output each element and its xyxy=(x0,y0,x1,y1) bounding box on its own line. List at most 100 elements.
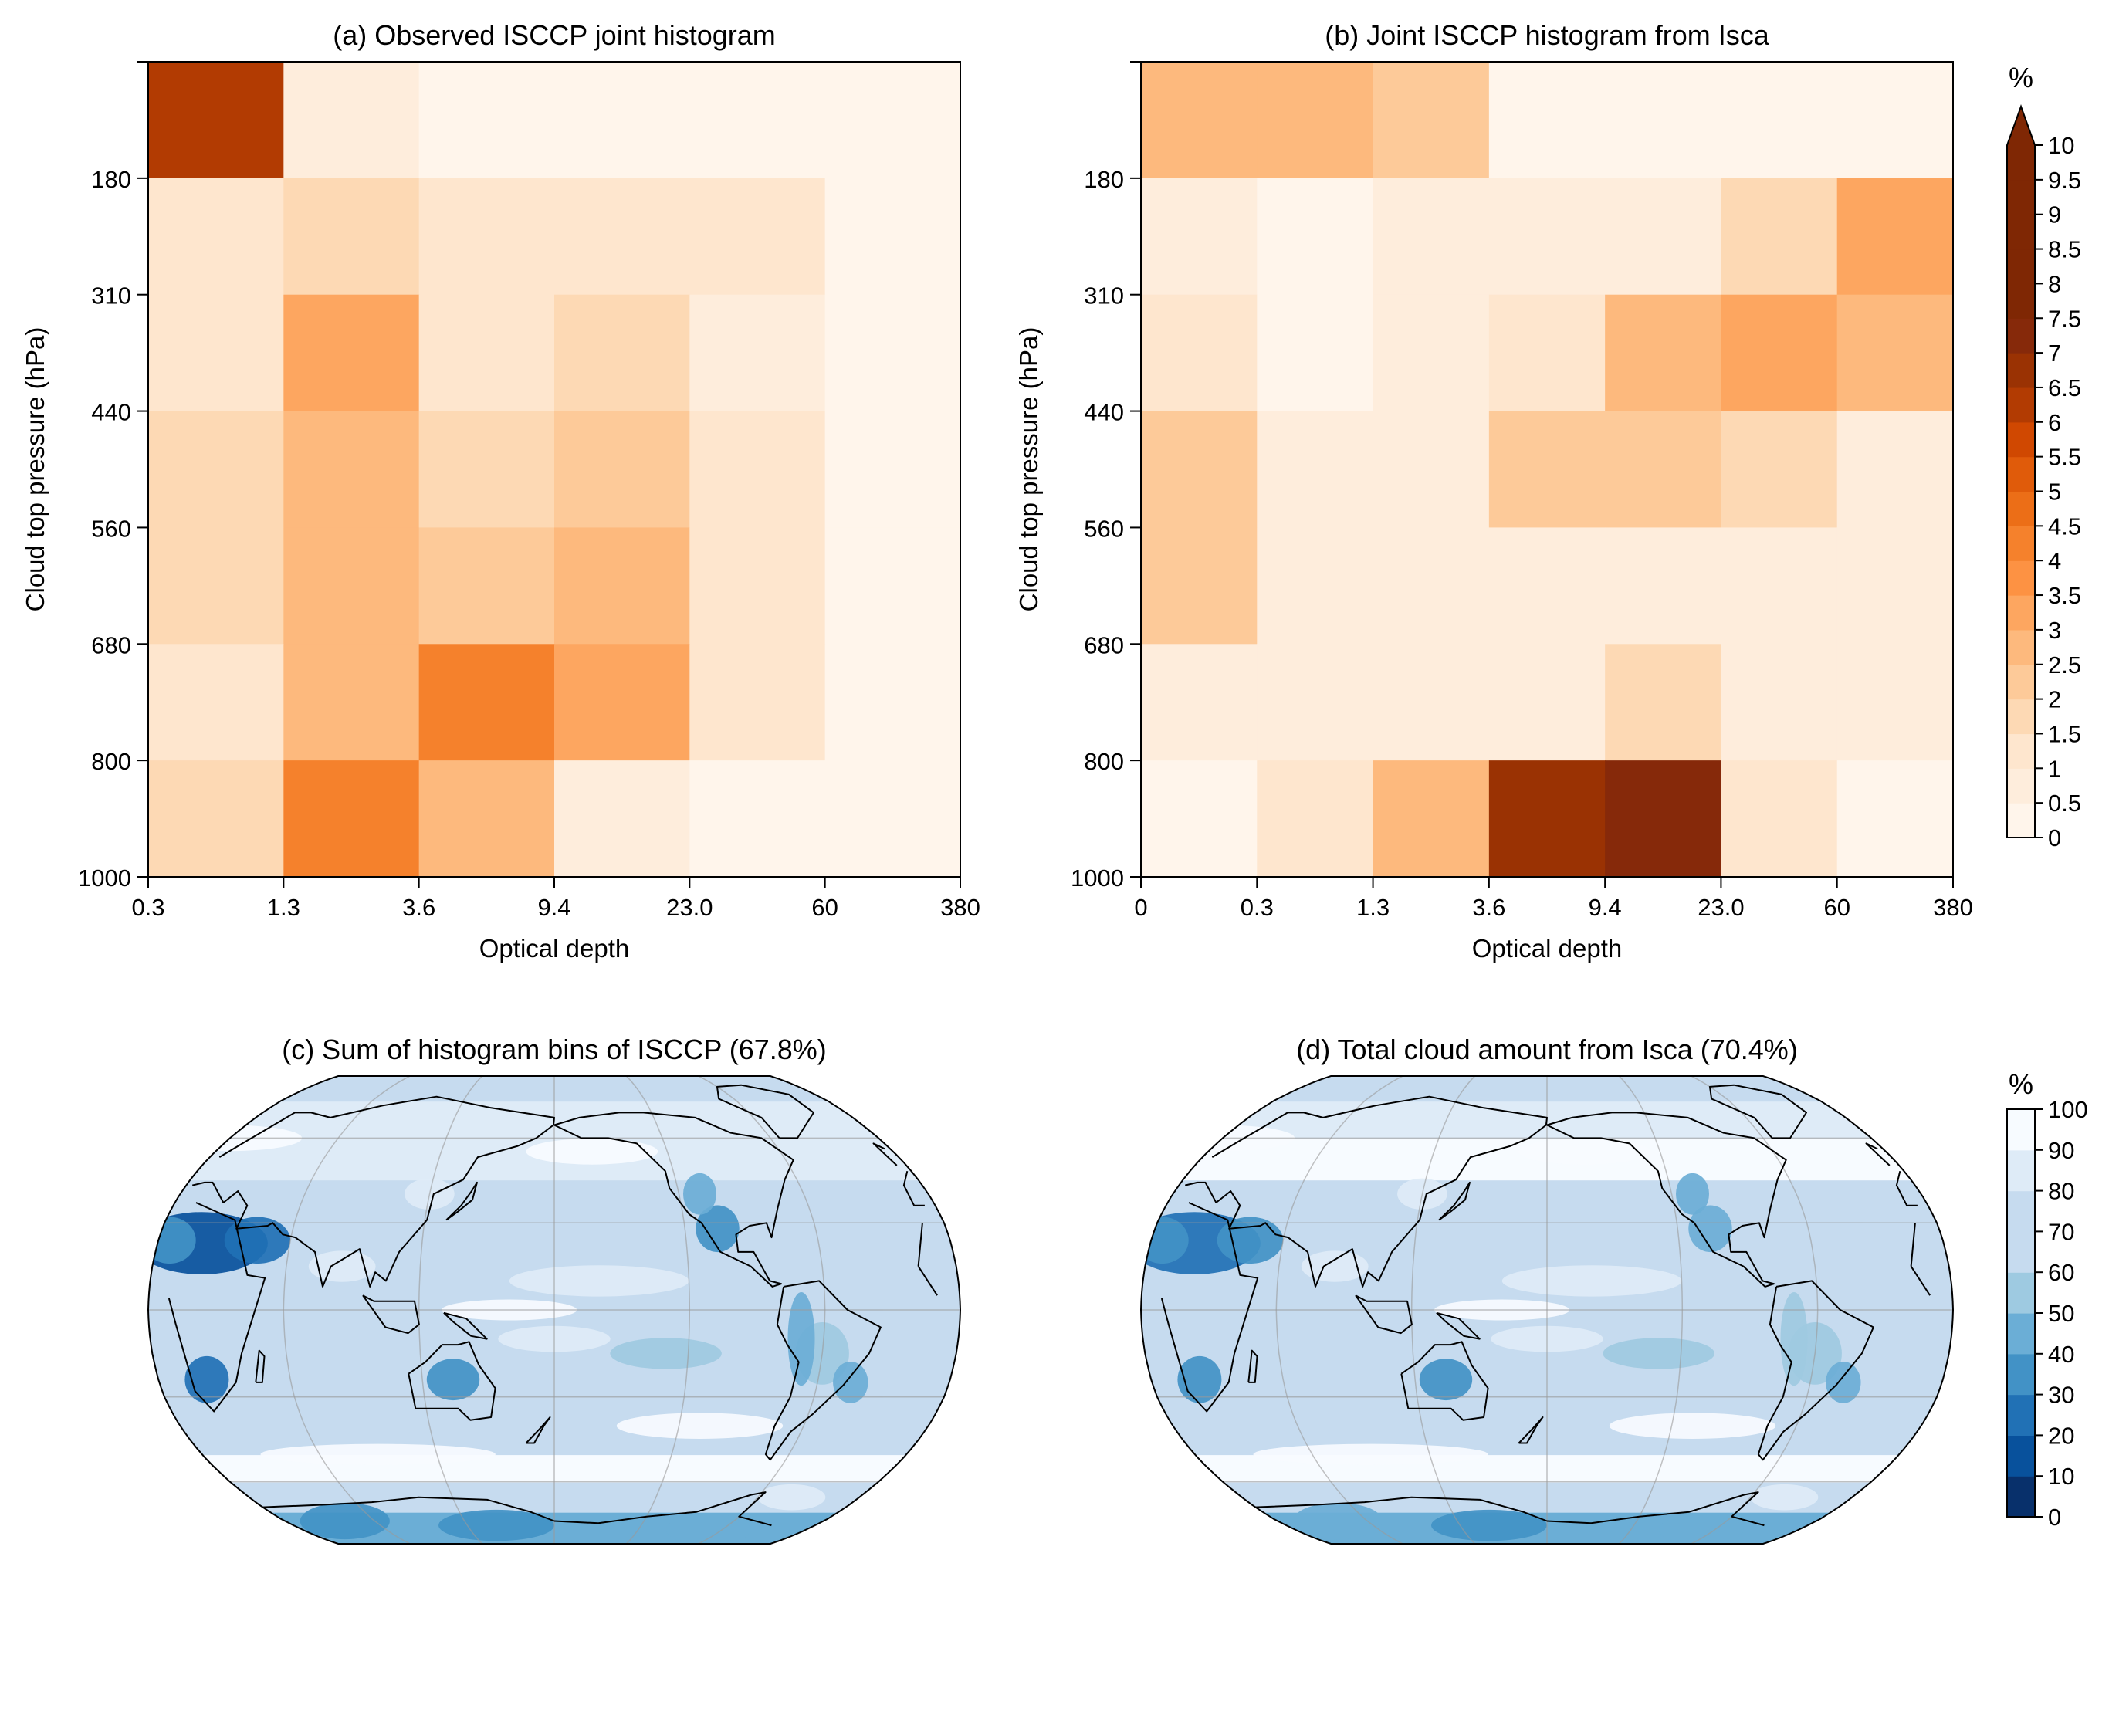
colorbar-tick-label: 6.5 xyxy=(2048,374,2081,401)
map-c-cloud-field xyxy=(148,1076,960,1544)
cloud-region xyxy=(666,1514,751,1544)
heatmap-cell xyxy=(1141,527,1258,645)
heatmap-cell xyxy=(418,760,555,878)
x-tick-label: 3.6 xyxy=(1472,894,1505,921)
cloud-region xyxy=(526,1139,658,1165)
heatmap-cell xyxy=(283,527,420,645)
colorbar-tick-label: 7.5 xyxy=(2048,305,2081,332)
map-d-cloud-field xyxy=(1141,1076,1953,1544)
cloud-region xyxy=(1659,1514,1744,1544)
colorbar-cell xyxy=(2007,421,2035,458)
heatmap-cell xyxy=(554,178,690,296)
heatmap-cell xyxy=(283,294,420,412)
map-c xyxy=(148,1076,960,1544)
heatmap-cell xyxy=(1257,411,1374,529)
colorbar-tick-label: 90 xyxy=(2048,1137,2074,1164)
heatmap-cell xyxy=(1141,294,1258,412)
heatmap-cell xyxy=(554,62,690,179)
cloud-region xyxy=(1750,1484,1819,1511)
heatmap-cell xyxy=(1488,644,1606,761)
heatmap-cell xyxy=(148,62,284,179)
heatmap-cell xyxy=(418,411,555,529)
coastline xyxy=(255,1349,266,1383)
panel-d-title: (d) Total cloud amount from Isca (70.4%) xyxy=(1296,1034,1798,1065)
cloud-region xyxy=(308,1250,376,1282)
heatmap-cell xyxy=(554,644,690,761)
graticule-meridian xyxy=(283,1076,411,1544)
graticule-meridian xyxy=(698,1076,826,1544)
cloud-region xyxy=(260,1443,496,1465)
panel-a-cells xyxy=(148,62,961,878)
colorbar-cell xyxy=(2007,353,2035,388)
colorbar-cell xyxy=(2007,560,2035,596)
coastline xyxy=(525,1416,551,1444)
cloud-region xyxy=(1431,1509,1547,1541)
heatmap-cell xyxy=(283,178,420,296)
heatmap-cell xyxy=(1605,411,1722,529)
coastline xyxy=(872,1142,898,1166)
colorbar-cell xyxy=(2007,733,2035,769)
heatmap-cell xyxy=(1721,178,1838,296)
colorbar-tick-label: 60 xyxy=(2048,1259,2074,1286)
cloud-colorbar-ticks: 0 10 20 30 40 50 60 70 80 90 100 xyxy=(2035,1096,2088,1531)
heatmap-cell xyxy=(1721,644,1838,761)
colorbar-cell xyxy=(2007,249,2035,284)
panel-b-y-ticks: 180 310 440 560 680 800 1000 xyxy=(1071,61,1141,892)
heatmap-cell xyxy=(1257,527,1374,645)
histogram-colorbar-outline xyxy=(2006,104,2036,838)
y-tick-label: 560 xyxy=(1084,515,1124,542)
heatmap-cell xyxy=(418,178,555,296)
coastline xyxy=(1160,1202,1259,1413)
y-tick-label: 680 xyxy=(91,631,131,658)
coastline xyxy=(445,1181,478,1221)
cloud-colorbar: % 0 10 20 30 40 50 60 70 80 90 100 xyxy=(2006,1068,2088,1531)
heatmap-cell xyxy=(1373,644,1490,761)
heatmap-cell xyxy=(1257,644,1374,761)
coastline xyxy=(408,1341,496,1421)
y-tick-label: 180 xyxy=(1084,166,1124,193)
map-d xyxy=(1141,1076,1953,1544)
cloud-region xyxy=(787,1292,815,1386)
x-tick-label: 60 xyxy=(811,894,838,921)
coastline xyxy=(1436,1311,1481,1340)
coastline xyxy=(1184,1095,1548,1288)
heatmap-cell xyxy=(148,527,284,645)
heatmap-cell xyxy=(283,62,420,179)
heatmap-cell xyxy=(1373,527,1490,645)
heatmap-cell xyxy=(824,527,961,645)
graticule-meridian xyxy=(1618,1076,1684,1544)
colorbar-tick-label: 8.5 xyxy=(2048,236,2081,263)
heatmap-cell xyxy=(554,527,690,645)
cloud-region xyxy=(1292,1502,1383,1540)
map-d-outline xyxy=(1139,1075,1955,1545)
heatmap-cell xyxy=(1836,644,1954,761)
cloud-region xyxy=(224,1217,291,1264)
cloud-region xyxy=(1609,1413,1776,1439)
coastline xyxy=(1910,1266,1931,1296)
panel-a-title: (a) Observed ISCCP joint histogram xyxy=(333,19,776,51)
heatmap-cell xyxy=(1836,294,1954,412)
coastline xyxy=(1254,1496,1548,1522)
heatmap-cell xyxy=(283,411,420,529)
y-tick-label: 310 xyxy=(1084,283,1124,310)
heatmap-cell xyxy=(1605,294,1722,412)
heatmap-cell xyxy=(1605,178,1722,296)
colorbar-cell xyxy=(2007,803,2035,838)
cloud-region xyxy=(1217,1217,1284,1264)
colorbar-cell xyxy=(2007,387,2035,423)
x-tick-label: 0 xyxy=(1134,894,1147,921)
panel-a-xlabel: Optical depth xyxy=(479,934,629,963)
heatmap-cell xyxy=(689,644,826,761)
heatmap-cell xyxy=(1488,62,1606,179)
colorbar-cell xyxy=(2007,1190,2035,1232)
heatmap-cell xyxy=(689,294,826,412)
heatmap-cell xyxy=(1141,411,1258,529)
colorbar-cell xyxy=(2007,145,2035,181)
heatmap-cell xyxy=(418,294,555,412)
x-tick-label: 380 xyxy=(940,894,980,921)
colorbar-tick-label: 2.5 xyxy=(2048,651,2081,678)
heatmap-cell xyxy=(824,411,961,529)
coastline xyxy=(1247,1349,1258,1383)
coastline xyxy=(443,1311,488,1340)
x-tick-label: 23.0 xyxy=(666,894,713,921)
